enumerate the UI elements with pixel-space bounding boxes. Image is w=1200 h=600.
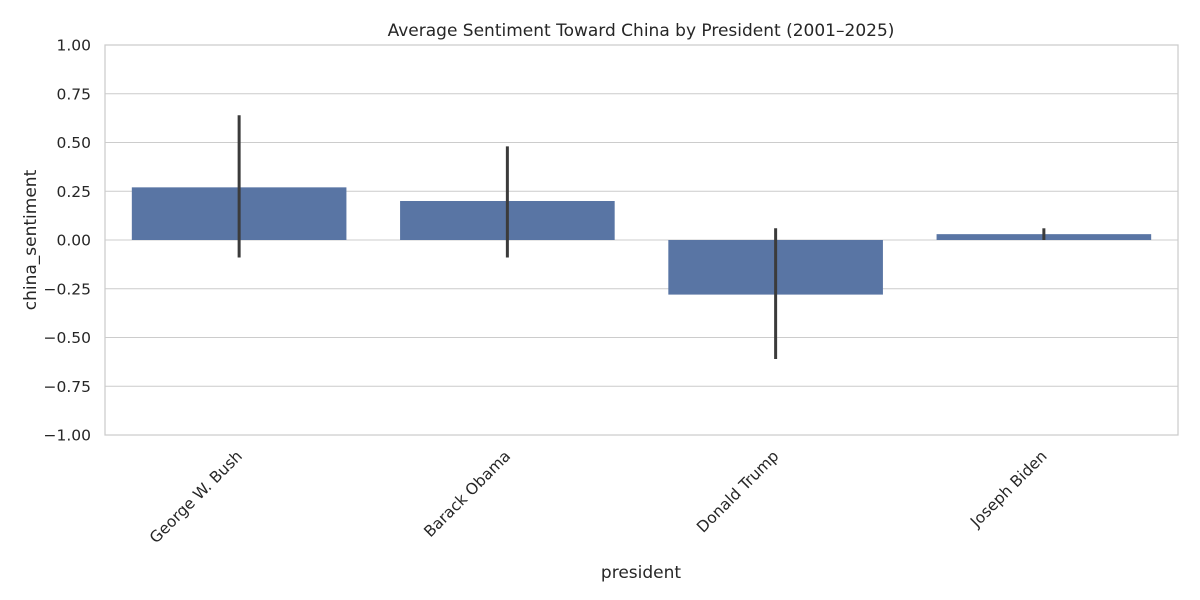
y-tick-label: 0.25 bbox=[56, 183, 91, 201]
chart-title: Average Sentiment Toward China by Presid… bbox=[388, 21, 895, 41]
bars bbox=[131, 187, 1152, 295]
x-tick-label: Donald Trump bbox=[693, 447, 782, 536]
plot-frame bbox=[104, 44, 1179, 436]
y-axis-label: china_sentiment bbox=[21, 169, 41, 310]
x-tick-label: Joseph Biden bbox=[966, 447, 1050, 531]
x-axis-label: president bbox=[601, 563, 681, 583]
y-tick-label: −1.00 bbox=[44, 427, 92, 445]
y-tick-label: 1.00 bbox=[56, 37, 91, 55]
y-tick-labels: −1.00 −0.75 −0.50 −0.25 0.00 0.25 0.50 0.75 1.00 bbox=[44, 37, 92, 445]
y-tick-label: −0.25 bbox=[44, 280, 92, 298]
y-tick-label: 0.00 bbox=[56, 232, 91, 250]
y-tick-label: 0.50 bbox=[56, 134, 91, 152]
y-tick-label: −0.50 bbox=[44, 329, 92, 347]
x-tick-label: Barack Obama bbox=[420, 447, 514, 541]
x-tick-label: George W. Bush bbox=[146, 447, 246, 547]
error-bars bbox=[237, 115, 1046, 359]
y-tick-label: −0.75 bbox=[44, 378, 92, 396]
x-tick-labels: George W. Bush Barack Obama Donald Trump Jo… bbox=[146, 447, 1051, 547]
y-tick-label: 0.75 bbox=[56, 85, 91, 103]
